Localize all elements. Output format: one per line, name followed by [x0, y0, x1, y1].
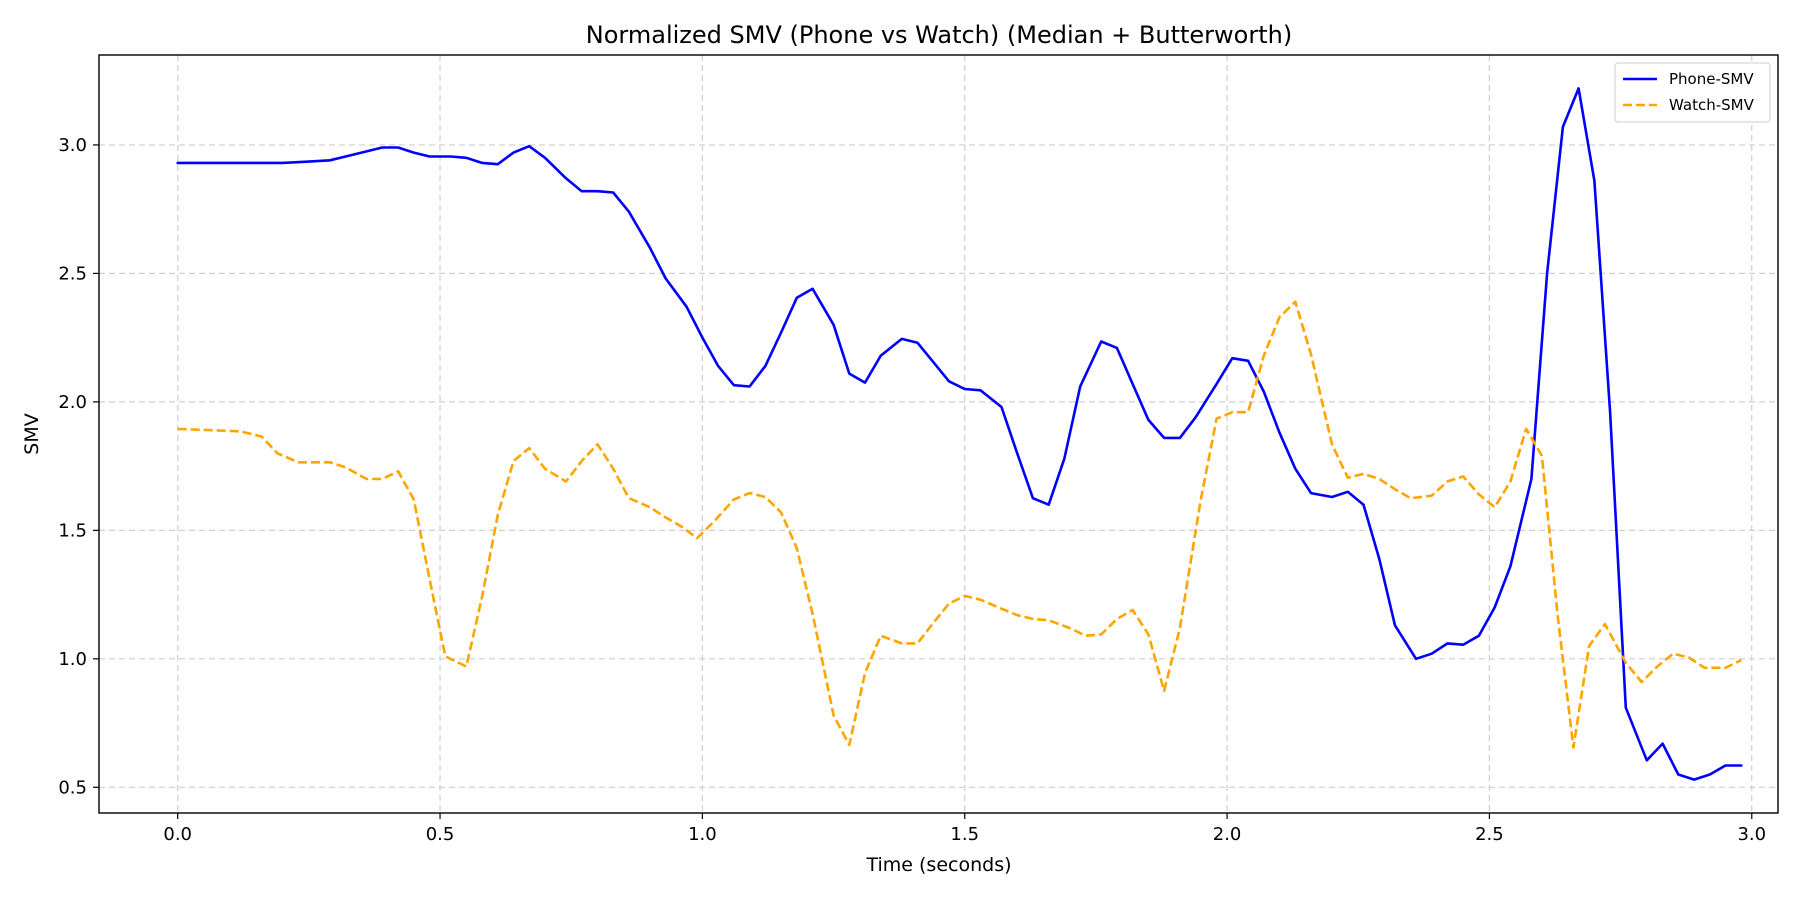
y-tick-label: 2.5	[58, 263, 87, 284]
chart-title: Normalized SMV (Phone vs Watch) (Median …	[586, 21, 1292, 49]
x-tick-label: 2.5	[1475, 824, 1504, 845]
y-tick-label: 3.0	[58, 135, 87, 156]
ticks-layer: 0.0 0.5 1.0 1.5 2.0 2.5 3.0 0.5 1.0 1.5 2.0 2.5 3.0	[58, 135, 1766, 845]
y-tick-label: 1.5	[58, 520, 87, 541]
legend: Phone-SMV Watch-SMV	[1614, 62, 1771, 123]
x-tick-label: 2.0	[1213, 824, 1242, 845]
y-tick-label: 2.0	[58, 392, 87, 413]
x-axis-label: Time (seconds)	[865, 854, 1011, 876]
x-tick-label: 1.0	[688, 824, 717, 845]
legend-label-watch: Watch-SMV	[1669, 96, 1755, 114]
x-tick-label: 1.5	[950, 824, 979, 845]
y-tick-label: 0.5	[58, 777, 87, 798]
plot-area-frame	[98, 54, 1779, 814]
y-axis-label: SMV	[21, 413, 43, 454]
x-tick-label: 3.0	[1737, 824, 1766, 845]
x-tick-label: 0.5	[426, 824, 455, 845]
legend-label-phone: Phone-SMV	[1669, 70, 1754, 88]
series-line-watch-smv	[177, 300, 1742, 749]
x-tick-label: 0.0	[163, 824, 192, 845]
y-tick-label: 1.0	[58, 649, 87, 670]
grid-layer	[99, 55, 1778, 813]
series-layer	[176, 87, 1743, 781]
series-line-phone-smv	[176, 87, 1743, 781]
